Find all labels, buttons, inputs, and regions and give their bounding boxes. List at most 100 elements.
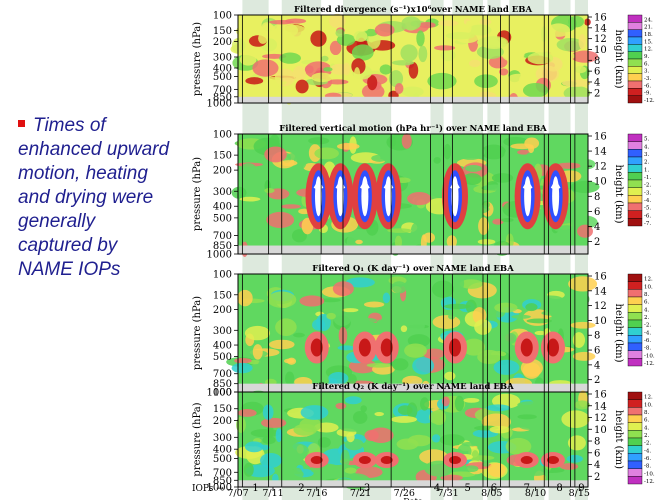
- field-blob: [526, 318, 552, 324]
- pressure-tick-label: 400: [213, 63, 232, 74]
- legend-swatch: [627, 414, 643, 423]
- legend-label: 3.: [644, 152, 649, 158]
- field-blob: [437, 20, 459, 27]
- iop-number: 3: [364, 483, 370, 494]
- legend-swatch: [627, 312, 643, 321]
- date-axis-label: Date: [403, 497, 422, 500]
- field-blob: [258, 76, 287, 87]
- iop-number: 7: [524, 483, 530, 494]
- field-blob: [572, 351, 596, 361]
- field-blob: [463, 173, 482, 185]
- panel-title: Filtered Q₂ (K day⁻¹) over NAME land EBA: [312, 381, 514, 392]
- field-blob: [340, 449, 350, 468]
- field-blob: [344, 396, 362, 405]
- pressure-tick-label: 200: [213, 37, 232, 48]
- field-blob: [376, 319, 387, 324]
- pressure-axis-label: pressure (hPa): [192, 22, 203, 96]
- legend-label: -12.: [644, 98, 655, 104]
- field-blob: [243, 462, 254, 477]
- height-tick-label: 6: [594, 346, 600, 357]
- legend-label: -10.: [644, 353, 655, 359]
- pressure-tick-label: 400: [213, 445, 232, 456]
- legend-label: 6.: [644, 61, 649, 67]
- field-blob: [570, 321, 596, 329]
- pressure-tick-label: 700: [213, 231, 232, 242]
- legend-swatch: [627, 58, 643, 67]
- field-blob: [493, 359, 520, 375]
- iops-label: IOPs →: [192, 484, 224, 494]
- date-tick-label: 7/26: [394, 488, 415, 499]
- field-blob: [578, 34, 586, 50]
- field-blob: [239, 196, 261, 202]
- field-blob: [474, 74, 498, 89]
- pressure-tick-label: 200: [213, 166, 232, 177]
- field-blob: [427, 72, 457, 90]
- field-blob: [328, 13, 346, 29]
- bullet-square-icon: [18, 120, 25, 128]
- field-blob: [577, 224, 593, 238]
- field-blob: [279, 160, 298, 167]
- legend-swatch: [627, 95, 643, 104]
- field-blob: [462, 338, 486, 356]
- field-blob: [240, 163, 257, 177]
- legend-label: 12.: [644, 395, 653, 401]
- legend-label: -8.: [644, 464, 651, 470]
- legend-label: -7.: [644, 221, 651, 227]
- field-blob: [342, 308, 359, 313]
- field-blob: [448, 313, 456, 320]
- pressure-tick-label: 850: [213, 92, 232, 103]
- field-blob: [559, 463, 579, 470]
- iop-number: 2: [298, 483, 304, 494]
- heating-core: [310, 456, 323, 465]
- field-blob: [465, 299, 477, 314]
- legend-label: -10.: [644, 471, 655, 477]
- legend-swatch: [627, 202, 643, 211]
- field-blob: [279, 52, 301, 64]
- field-blob: [579, 159, 596, 170]
- field-blob: [574, 65, 587, 74]
- heating-core: [380, 456, 393, 465]
- field-blob: [245, 77, 264, 85]
- height-tick-label: 10: [594, 45, 607, 56]
- pressure-tick-label: 200: [213, 305, 232, 316]
- field-blob: [402, 375, 423, 387]
- legend-label: 10.: [644, 284, 653, 290]
- heating-core: [547, 338, 559, 357]
- legend-swatch: [627, 335, 643, 344]
- field-blob: [237, 320, 257, 327]
- legend-label: 18.: [644, 32, 653, 38]
- height-tick-label: 8: [594, 192, 600, 203]
- field-blob: [264, 187, 275, 194]
- field-blob: [498, 68, 509, 76]
- height-tick-label: 12: [594, 34, 607, 45]
- height-tick-label: 2: [594, 375, 600, 386]
- field-blob: [471, 421, 479, 428]
- legend-swatch: [627, 476, 643, 485]
- pressure-tick-label: 300: [213, 433, 232, 444]
- legend-swatch: [627, 187, 643, 196]
- field-blob: [353, 67, 361, 84]
- legend-label: 15.: [644, 39, 653, 45]
- field-blob: [546, 23, 571, 37]
- pressure-tick-label: 150: [213, 26, 232, 37]
- height-tick-label: 12: [594, 162, 607, 173]
- date-tick-label: 8/05: [481, 488, 502, 499]
- legend-label: -2.: [644, 323, 651, 329]
- legend-swatch: [627, 468, 643, 477]
- legend-label: 6.: [644, 300, 649, 306]
- field-blob: [244, 441, 264, 453]
- field-blob: [336, 143, 360, 150]
- field-blob: [488, 55, 508, 69]
- field-blob: [440, 49, 456, 62]
- field-blob: [439, 429, 453, 436]
- field-blob: [516, 416, 541, 430]
- field-blob: [231, 186, 247, 199]
- below-surface-region: [238, 480, 588, 487]
- iop-number: 5: [465, 483, 471, 494]
- field-blob: [360, 405, 367, 413]
- pressure-axis-label: pressure (hPa): [192, 296, 203, 370]
- field-blob: [574, 400, 590, 410]
- height-axis-label: height (km): [613, 410, 624, 469]
- pressure-tick-label: 150: [213, 151, 232, 162]
- field-blob: [428, 60, 438, 70]
